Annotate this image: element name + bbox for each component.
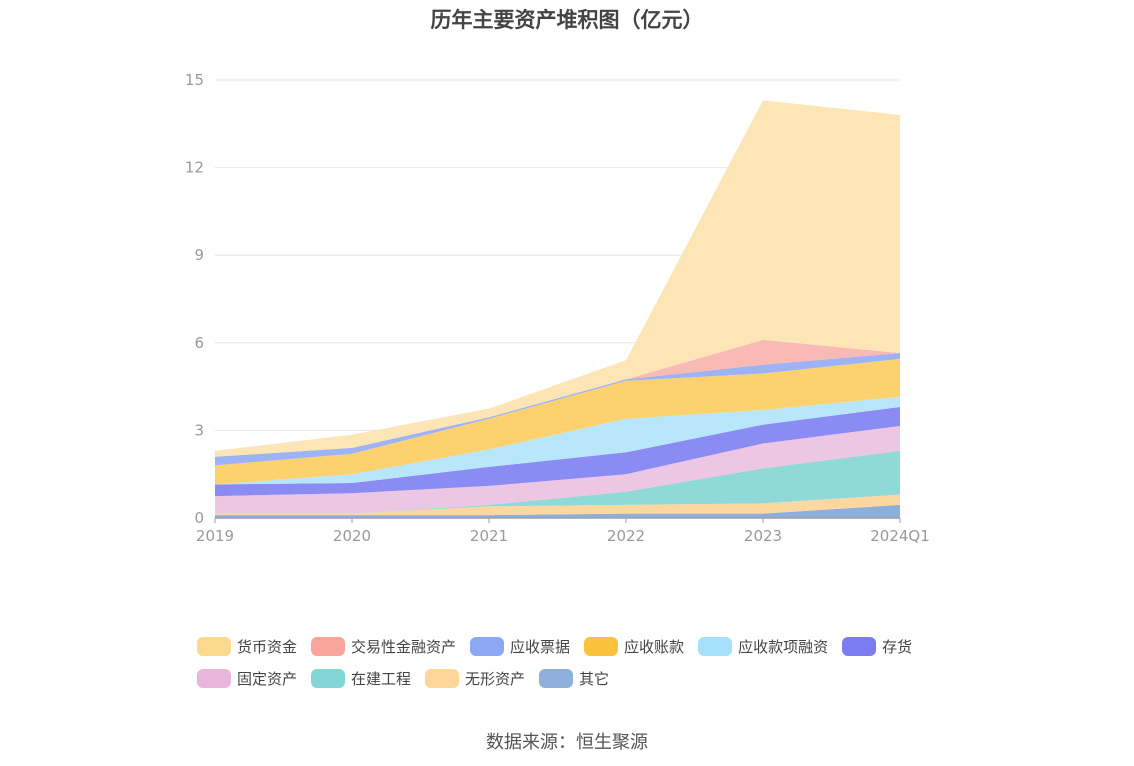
legend-swatch — [311, 636, 346, 656]
legend-swatch — [425, 668, 460, 688]
legend-label: 在建工程 — [351, 669, 412, 688]
series-area — [215, 407, 900, 497]
legend-item[interactable]: 其它 — [539, 668, 609, 689]
legend-swatch — [311, 668, 346, 688]
legend-swatch — [197, 636, 231, 656]
legend-item[interactable]: 固定资产 — [197, 668, 297, 689]
legend-item[interactable]: 在建工程 — [311, 668, 411, 689]
x-tick-label: 2021 — [470, 527, 508, 545]
legend-item[interactable]: 应收票据 — [470, 636, 570, 657]
x-tick-label: 2023 — [744, 527, 782, 545]
series-area — [215, 396, 900, 485]
chart-title: 历年主要资产堆积图（亿元） — [430, 8, 704, 32]
series-area — [215, 358, 900, 485]
legend-label: 应收款项融资 — [738, 637, 829, 656]
x-tick-label: 2024Q1 — [870, 527, 930, 545]
y-tick-label: 6 — [194, 334, 204, 352]
legend-label: 应收账款 — [624, 637, 685, 656]
legend-item[interactable]: 交易性金融资产 — [311, 636, 456, 657]
legend-item[interactable]: 应收款项融资 — [698, 636, 828, 657]
y-tick-label: 3 — [194, 421, 204, 439]
legend-item[interactable]: 无形资产 — [425, 668, 525, 689]
legend-label: 其它 — [579, 669, 610, 688]
series-area — [215, 353, 900, 466]
series-area — [215, 494, 900, 516]
series-area — [215, 504, 900, 518]
chart-legend: 货币资金 交易性金融资产 应收票据 应收账款 应收款项融资 存货 固定资产 在建工程 无形资产… — [197, 630, 957, 694]
legend-swatch — [698, 636, 733, 656]
legend-label: 应收票据 — [510, 637, 571, 656]
legend-row: 固定资产 在建工程 无形资产 其它 — [197, 662, 957, 694]
legend-swatch — [197, 668, 231, 688]
series-area — [215, 339, 900, 457]
legend-row: 货币资金 交易性金融资产 应收票据 应收账款 应收款项融资 存货 — [197, 630, 957, 662]
legend-label: 存货 — [882, 637, 913, 656]
legend-swatch — [584, 636, 619, 656]
x-axis — [214, 517, 901, 523]
legend-item[interactable]: 存货 — [842, 636, 912, 657]
data-source-note: 数据来源：恒生聚源 — [486, 732, 648, 753]
y-tick-label: 12 — [185, 159, 204, 177]
x-tick-label: 2019 — [196, 527, 234, 545]
legend-label: 货币资金 — [237, 637, 298, 656]
legend-item[interactable]: 货币资金 — [197, 636, 297, 657]
y-tick-label: 0 — [194, 509, 204, 527]
x-tick-label: 2022 — [607, 527, 645, 545]
legend-label: 无形资产 — [465, 669, 526, 688]
legend-item[interactable]: 应收账款 — [584, 636, 684, 657]
legend-swatch — [539, 668, 574, 688]
x-axis-tick-labels: 2019 2020 2021 2022 2023 2024Q1 — [196, 527, 930, 545]
y-tick-label: 9 — [194, 246, 204, 264]
series-area — [215, 100, 900, 457]
legend-label: 固定资产 — [237, 669, 298, 688]
series-area — [215, 426, 900, 514]
series-areas — [215, 100, 900, 518]
series-area — [215, 450, 900, 514]
legend-label: 交易性金融资产 — [351, 637, 457, 656]
legend-swatch — [842, 636, 877, 656]
y-axis-tick-labels: 0 3 6 9 12 15 — [185, 71, 204, 527]
legend-swatch — [470, 636, 505, 656]
x-tick-label: 2020 — [333, 527, 371, 545]
y-tick-label: 15 — [185, 71, 204, 89]
